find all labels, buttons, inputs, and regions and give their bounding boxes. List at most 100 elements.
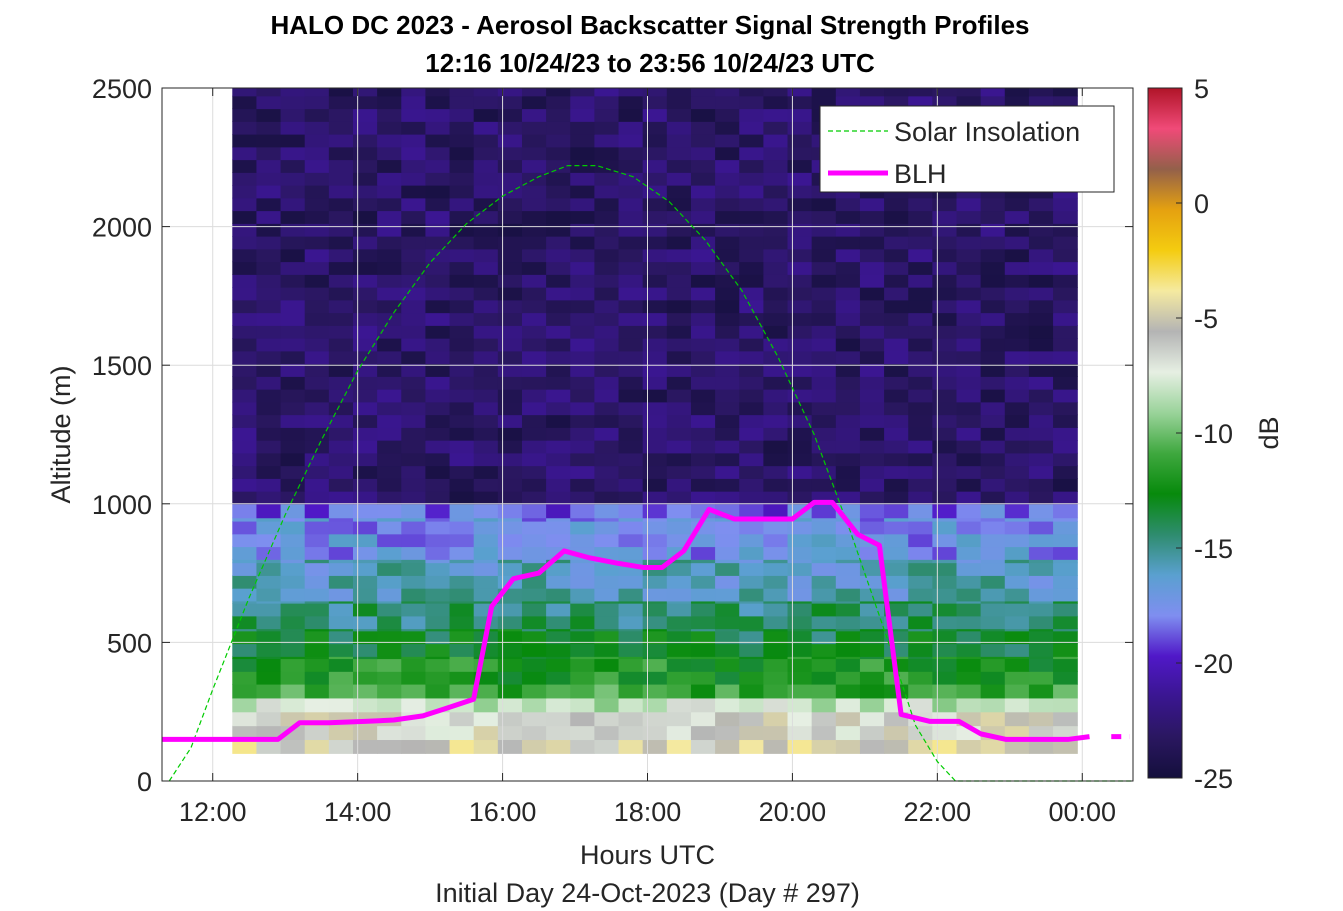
heatmap-cell xyxy=(884,503,909,519)
heatmap-cell xyxy=(401,588,427,602)
heatmap-cell xyxy=(618,338,644,352)
heatmap-cell xyxy=(1028,725,1054,741)
heatmap-cell xyxy=(473,562,499,576)
heatmap-cell xyxy=(642,603,668,617)
heatmap-cell xyxy=(304,643,330,657)
heatmap-cell xyxy=(280,312,306,326)
heatmap-cell xyxy=(521,671,547,685)
heatmap-cell xyxy=(980,427,1006,441)
heatmap-cell xyxy=(1004,325,1030,339)
heatmap-cell xyxy=(859,697,885,713)
heatmap-cell xyxy=(497,725,523,741)
heatmap-cell xyxy=(1004,683,1030,699)
heatmap-cell xyxy=(1004,389,1030,403)
heatmap-cell xyxy=(546,172,571,186)
heatmap-cell xyxy=(956,533,982,548)
heatmap-cell xyxy=(811,520,837,535)
heatmap-cell xyxy=(1004,603,1030,617)
heatmap-cell xyxy=(232,630,258,645)
heatmap-cell xyxy=(811,427,837,441)
heatmap-cell xyxy=(594,389,620,403)
heatmap-cell xyxy=(521,739,547,754)
heatmap-cell xyxy=(352,185,378,199)
heatmap-cell xyxy=(521,185,547,199)
heatmap-cell xyxy=(739,350,764,365)
heatmap-cell xyxy=(473,376,499,390)
heatmap-cell xyxy=(401,172,427,186)
heatmap-cell xyxy=(690,108,716,122)
heatmap-cell xyxy=(449,658,475,672)
heatmap-cell xyxy=(1004,711,1030,727)
heatmap-cell xyxy=(401,287,427,301)
heatmap-cell xyxy=(666,739,692,754)
heatmap-cell xyxy=(859,683,885,699)
heatmap-cell xyxy=(473,478,499,492)
heatmap-cell xyxy=(280,562,306,576)
heatmap-cell xyxy=(304,185,330,199)
heatmap-cell xyxy=(377,465,402,479)
heatmap-cell xyxy=(352,248,378,263)
heatmap-cell xyxy=(570,630,595,645)
heatmap-cell xyxy=(811,656,837,660)
heatmap-cell xyxy=(715,274,740,288)
heatmap-cell xyxy=(980,630,1006,645)
heatmap-cell xyxy=(232,697,258,713)
heatmap-cell xyxy=(715,711,740,727)
heatmap-cell xyxy=(328,725,354,741)
heatmap-cell xyxy=(304,363,330,377)
heatmap-cell xyxy=(835,287,861,301)
heatmap-cell xyxy=(908,389,933,403)
heatmap-cell xyxy=(1004,210,1030,224)
heatmap-cell xyxy=(256,671,282,685)
heatmap-cell xyxy=(401,185,427,199)
heatmap-cell xyxy=(690,725,716,741)
heatmap-cell xyxy=(546,121,571,135)
heatmap-cell xyxy=(884,350,909,365)
heatmap-cell xyxy=(715,414,740,428)
heatmap-cell xyxy=(328,656,354,660)
heatmap-cell xyxy=(449,146,475,161)
heatmap-cell xyxy=(932,223,958,237)
heatmap-cell xyxy=(666,725,692,741)
heatmap-cell xyxy=(1053,739,1078,754)
heatmap-cell xyxy=(594,630,620,645)
heatmap-cell xyxy=(546,588,571,602)
heatmap-cell xyxy=(328,108,354,122)
heatmap-cell xyxy=(715,325,740,339)
heatmap-cell xyxy=(352,575,378,589)
heatmap-cell xyxy=(859,325,885,339)
x-tick-label: 16:00 xyxy=(469,797,537,827)
heatmap-cell xyxy=(1028,533,1054,548)
heatmap-cell xyxy=(690,159,716,173)
heatmap-cell xyxy=(618,517,644,522)
heatmap-cell xyxy=(401,88,427,97)
heatmap-cell xyxy=(232,261,258,275)
heatmap-cell xyxy=(956,210,982,224)
heatmap-cell xyxy=(473,236,499,250)
heatmap-cell xyxy=(352,261,378,275)
heatmap-cell xyxy=(328,223,354,237)
colorbar-tick-label: -25 xyxy=(1194,764,1233,794)
heatmap-cell xyxy=(884,517,909,522)
heatmap-cell xyxy=(328,465,354,479)
heatmap-cell xyxy=(642,312,668,326)
heatmap-cell xyxy=(835,559,861,564)
heatmap-cell xyxy=(763,520,789,535)
heatmap-cell xyxy=(497,683,523,699)
heatmap-cell xyxy=(449,491,475,505)
heatmap-cell xyxy=(835,261,861,275)
heatmap-cell xyxy=(377,725,402,741)
heatmap-cell xyxy=(425,671,451,685)
heatmap-cell xyxy=(594,739,620,754)
heatmap-cell xyxy=(473,197,499,212)
heatmap-cell xyxy=(304,376,330,390)
heatmap-cell xyxy=(884,210,909,224)
heatmap-cell xyxy=(570,615,595,630)
heatmap-cell xyxy=(594,376,620,390)
legend-label: Solar Insolation xyxy=(894,117,1080,147)
heatmap-cell xyxy=(811,546,837,560)
heatmap-cell xyxy=(425,491,451,505)
heatmap-cell xyxy=(377,643,402,657)
heatmap-cell xyxy=(304,172,330,186)
heatmap-cell xyxy=(956,656,982,660)
